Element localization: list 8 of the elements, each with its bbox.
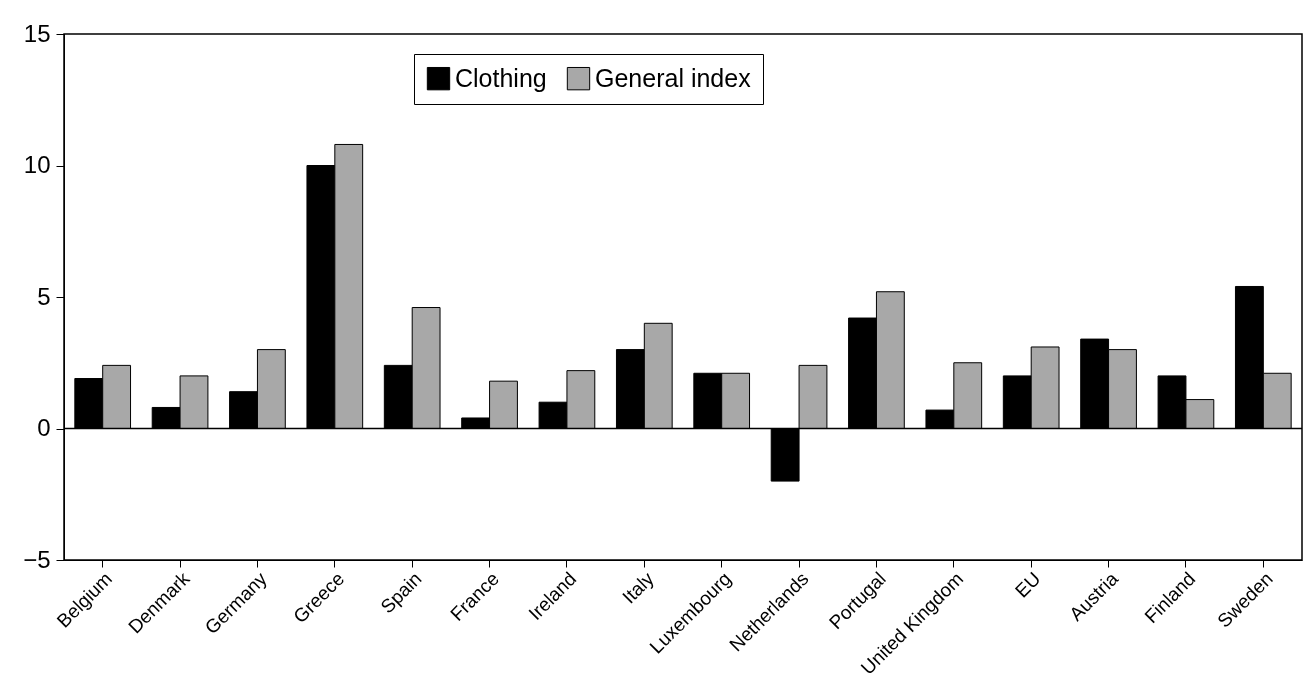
y-tick-label: 10 <box>23 151 51 178</box>
y-tick-label: −5 <box>23 545 51 573</box>
legend-label: General index <box>595 63 752 92</box>
x-tick-label: EU <box>1011 568 1045 602</box>
y-tick-label: 15 <box>23 19 51 47</box>
y-tick-label: 5 <box>37 282 51 310</box>
y-tick-label: 0 <box>37 414 51 441</box>
legend-label: Clothing <box>455 63 547 92</box>
